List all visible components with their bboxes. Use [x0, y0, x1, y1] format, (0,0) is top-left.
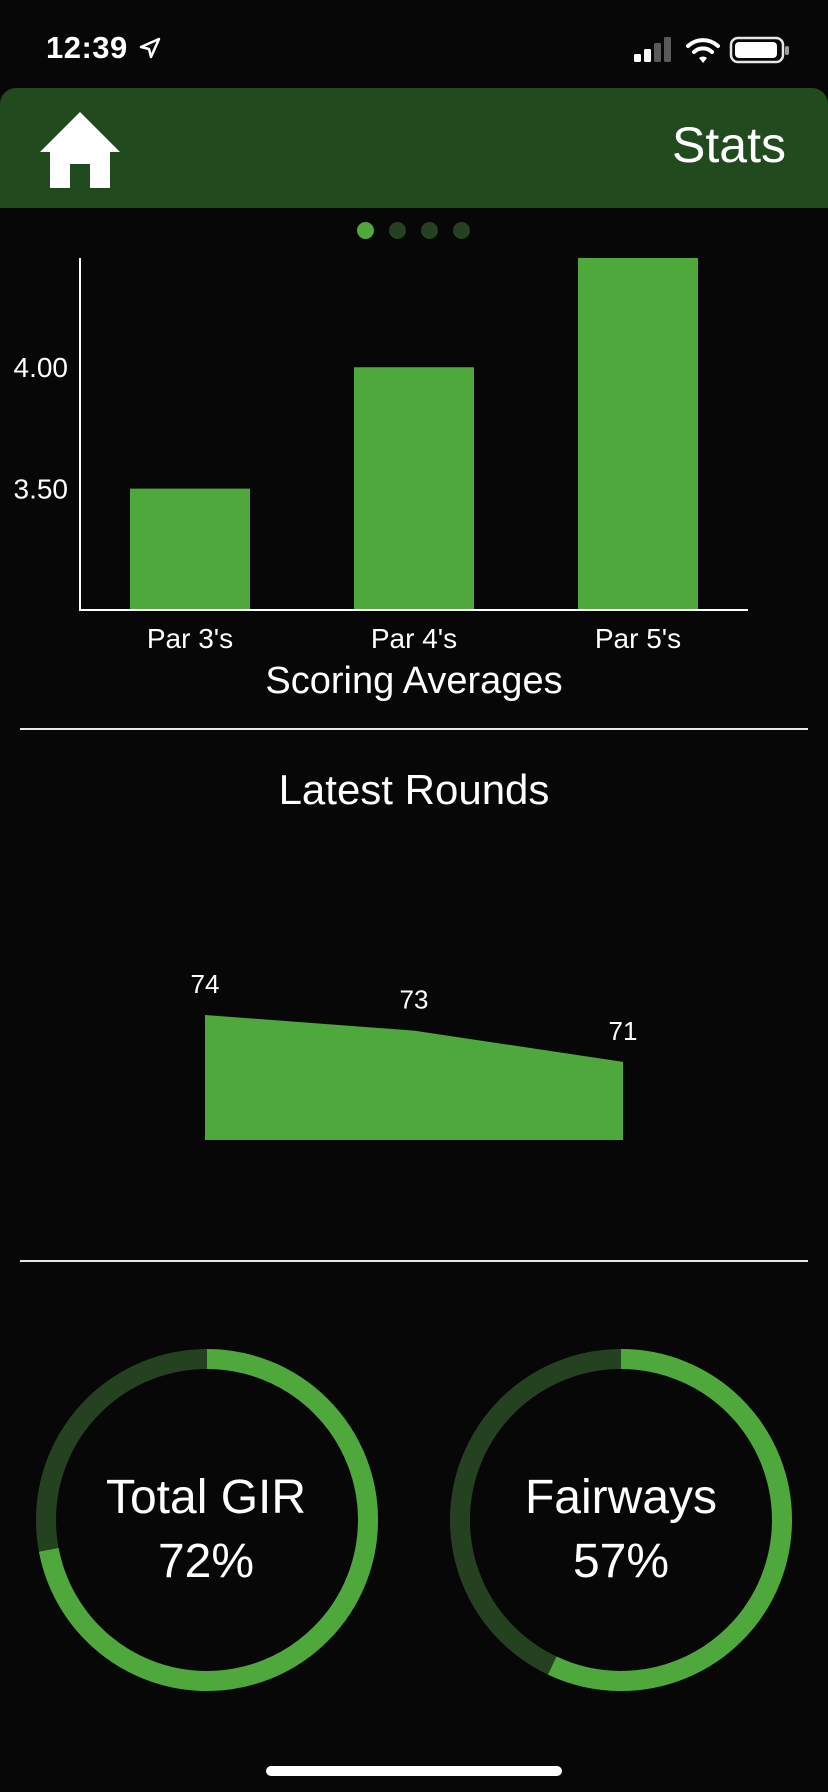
fairways-label: Fairways: [524, 1471, 718, 1524]
round-score-label: 71: [609, 1016, 638, 1046]
chart-title: Scoring Averages: [265, 660, 562, 702]
page-indicator: [0, 222, 828, 242]
x-tick-label: Par 4's: [371, 623, 457, 654]
status-icons: [634, 36, 789, 64]
status-bar: 12:39: [0, 0, 828, 88]
home-icon: [40, 112, 120, 188]
stat-rings: [36, 1349, 792, 1691]
page-dot-1[interactable]: [357, 222, 374, 239]
ring-progress: [36, 1349, 378, 1691]
y-tick-label: 3.50: [14, 474, 69, 505]
ring-progress: [450, 1349, 792, 1691]
latest-rounds-chart: 74 73 71: [191, 969, 638, 1140]
latest-rounds-title: Latest Rounds: [278, 766, 550, 813]
page-title: Stats: [672, 117, 786, 173]
home-button[interactable]: [38, 108, 122, 192]
round-score-label: 73: [400, 985, 429, 1015]
gir-stat: Total GIR 72%: [56, 1468, 356, 1596]
scoring-averages-chart: Par 3's Par 4's Par 5's 3.50 4.00 Scoring Av…: [14, 258, 748, 702]
page-dot-4[interactable]: [453, 222, 470, 239]
page-dot-3[interactable]: [421, 222, 438, 239]
wifi-icon: [686, 38, 720, 63]
page-dot-2[interactable]: [389, 222, 406, 239]
rounds-area: [205, 1015, 623, 1140]
fairways-stat: Fairways 57%: [471, 1468, 771, 1596]
location-arrow-icon: [139, 37, 161, 59]
x-tick-label: Par 5's: [595, 623, 681, 654]
bar-1: [130, 488, 250, 610]
status-time: 12:39: [46, 30, 128, 65]
gir-label: Total GIR: [105, 1471, 307, 1524]
y-tick-label: 4.00: [14, 352, 69, 383]
x-tick-label: Par 3's: [147, 623, 233, 654]
bar-2: [354, 367, 474, 610]
battery-icon: [729, 36, 789, 64]
home-indicator[interactable]: [266, 1766, 562, 1776]
section-divider-2: [20, 1260, 808, 1262]
gir-value: 72%: [157, 1535, 255, 1588]
fairways-value: 57%: [572, 1535, 670, 1588]
section-divider: [20, 728, 808, 730]
bar-3: [578, 258, 698, 610]
round-score-label: 74: [191, 969, 220, 999]
cellular-signal-icon: [634, 37, 671, 62]
app-header: Stats: [0, 88, 828, 208]
